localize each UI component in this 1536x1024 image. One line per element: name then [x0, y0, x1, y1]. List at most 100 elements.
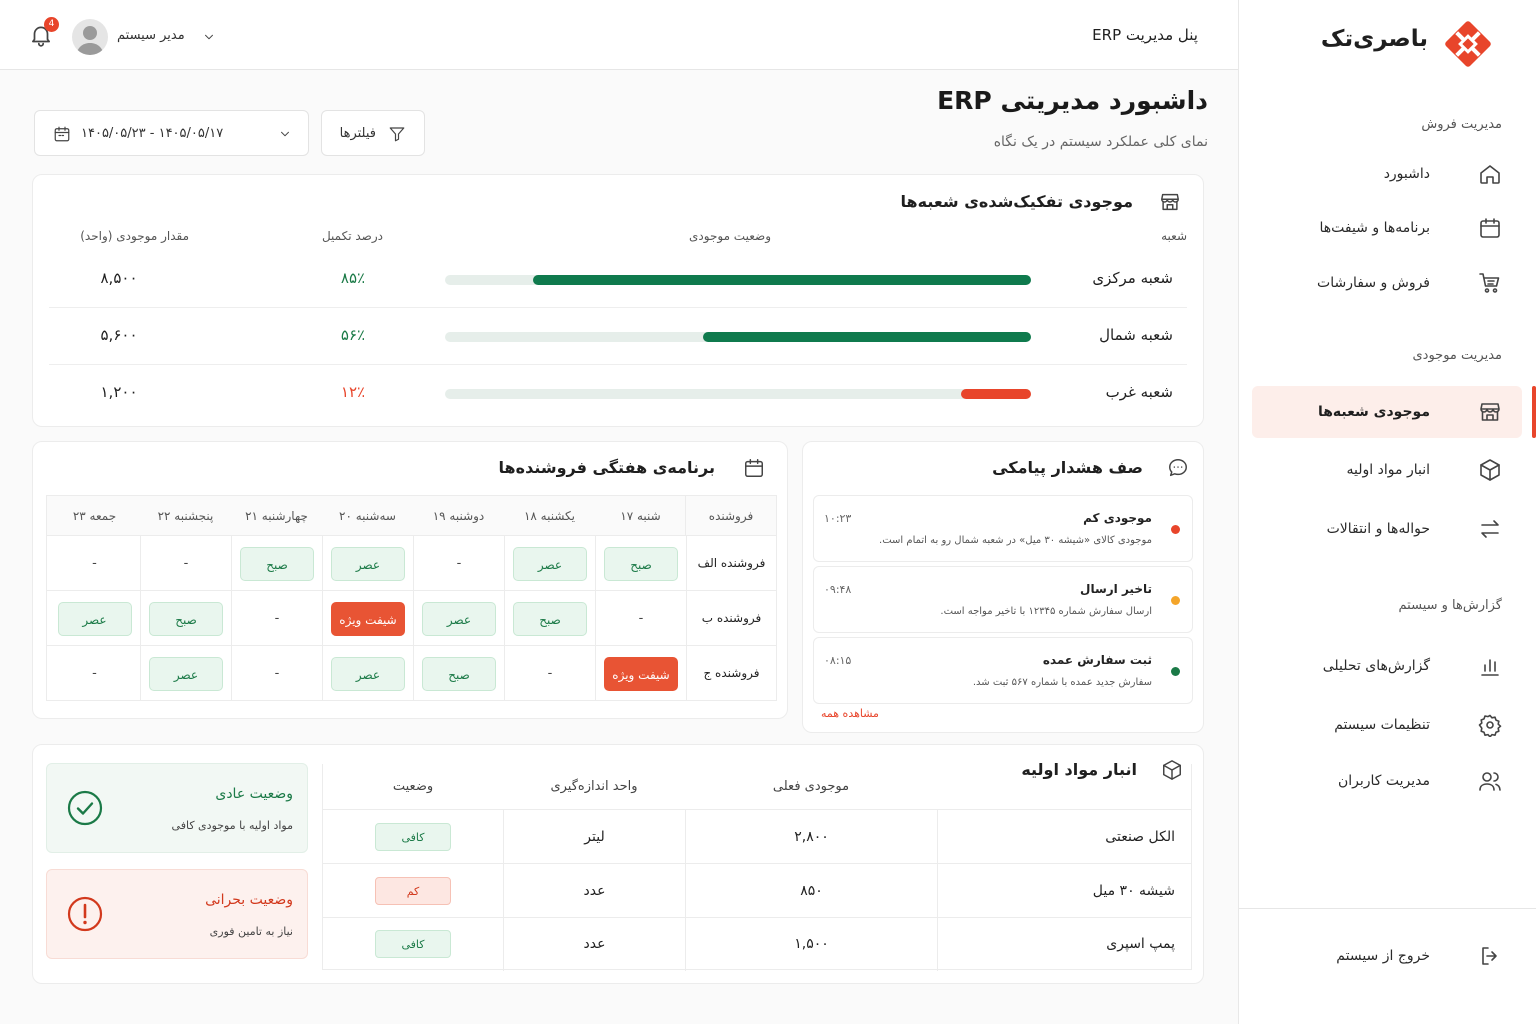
table-header-row: موجودی فعلی واحد اندازه‌گیری وضعیت [323, 764, 1191, 810]
sidebar: باصری‌تک مدیریت فروش داشبورد برنامه‌ها و… [1238, 0, 1536, 1024]
raw-materials-card: انبار مواد اولیه موجودی فعلی واحد اندازه‌… [32, 744, 1204, 984]
shift-badge[interactable]: صبح [149, 601, 223, 636]
filters-button[interactable]: فیلترها [321, 110, 425, 156]
user-name[interactable]: مدیر سیستم [117, 28, 185, 43]
schedule-cell: - [49, 646, 140, 701]
logout-button[interactable]: خروج از سیستم [1252, 930, 1522, 982]
stock-amount: ۵,۶۰۰ [100, 326, 138, 344]
sidebar-item-sales-orders[interactable]: فروش و سفارشات [1252, 257, 1522, 309]
sidebar-item-reports[interactable]: گزارش‌های تحلیلی [1252, 640, 1522, 692]
empty-shift: - [92, 666, 97, 681]
alert-status-dot [1171, 596, 1180, 605]
filters-label: فیلترها [339, 126, 376, 141]
view-all-link[interactable]: مشاهده همه [821, 707, 879, 720]
column-header: پنجشنبه ۲۲ [157, 509, 214, 523]
table-row: فروشنده ب - صبح عصر شیفت ویژه - صبح عصر [47, 591, 776, 646]
calendar-icon [54, 126, 70, 142]
table-cell: کافی [323, 917, 503, 971]
table-cell: عدد [503, 917, 685, 971]
check-circle-icon [67, 790, 103, 826]
sidebar-item-dashboard[interactable]: داشبورد [1252, 148, 1522, 200]
shift-badge[interactable]: صبح [240, 546, 314, 581]
calendar-icon [745, 459, 763, 477]
transfer-icon [1481, 520, 1499, 538]
sidebar-item-branch-inventory[interactable]: موجودی شعبه‌ها [1252, 386, 1536, 438]
material-unit: عدد [583, 882, 606, 899]
users-icon [1479, 772, 1501, 791]
schedule-cell: عصر [322, 536, 413, 591]
material-name: شیشه ۳۰ میل [1092, 882, 1175, 899]
branch-inventory-card: موجودی تفکیک‌شده‌ی شعبه‌ها شعبه وضعیت مو… [32, 174, 1204, 427]
alert-time: ۰۹:۴۸ [824, 583, 852, 596]
alert-status-dot [1171, 525, 1180, 534]
raw-materials-table: موجودی فعلی واحد اندازه‌گیری وضعیت الکل صنع… [322, 764, 1192, 971]
chevron-down-icon [281, 131, 289, 137]
shift-badge[interactable]: عصر [57, 601, 132, 636]
material-stock: ۲,۸۰۰ [794, 829, 829, 845]
vendor-name: فروشنده ج [686, 646, 776, 701]
box-icon [1480, 459, 1500, 481]
shift-badge[interactable]: عصر [513, 546, 587, 581]
status-card-desc: نیاز به تامین فوری [209, 925, 293, 938]
stock-progress-fill [532, 275, 1031, 285]
sidebar-item-label: برنامه‌ها و شیفت‌ها [1319, 220, 1430, 236]
table-row: الکل صنعتی ۲,۸۰۰ لیتر کافی [323, 810, 1191, 864]
alert-item[interactable]: موجودی کم موجودی کالای «شیشه ۳۰ میل» در ش… [813, 495, 1193, 562]
schedule-cell: عصر [322, 646, 413, 701]
alert-title: تاخیر ارسال [1080, 582, 1152, 596]
special-shift-badge[interactable]: شیفت ویژه [604, 656, 678, 691]
sidebar-item-schedules[interactable]: برنامه‌ها و شیفت‌ها [1252, 202, 1522, 254]
schedule-cell: عصر [49, 591, 140, 646]
schedule-cell: صبح [231, 536, 322, 591]
card-title: انبار مواد اولیه [1021, 760, 1137, 779]
schedule-cell: - [231, 591, 322, 646]
status-card-desc: مواد اولیه با موجودی کافی [171, 819, 293, 832]
panel-title: پنل مدیریت ERP [1092, 26, 1198, 44]
shift-badge[interactable]: عصر [331, 656, 405, 691]
sidebar-item-label: داشبورد [1383, 166, 1430, 182]
schedule-cell: صبح [413, 646, 504, 701]
vendor-name: فروشنده ب [686, 591, 776, 646]
sms-alert-queue-card: صف هشدار پیامکی موجودی کم موجودی کالای «ش… [802, 441, 1204, 733]
alert-item[interactable]: ثبت سفارش عمده سفارش جدید عمده با شماره ۵… [813, 637, 1193, 704]
completion-percent: ۸۵٪ [340, 269, 366, 287]
chevron-down-icon[interactable] [202, 30, 216, 44]
special-shift-badge[interactable]: شیفت ویژه [331, 601, 405, 636]
material-name: پمپ اسپری [1106, 936, 1175, 952]
notifications-button[interactable]: 4 [26, 17, 59, 50]
sidebar-item-users[interactable]: مدیریت کاربران [1252, 755, 1522, 807]
shift-badge[interactable]: عصر [331, 546, 405, 581]
schedule-cell: شیفت ویژه [595, 646, 686, 701]
alert-message: موجودی کالای «شیشه ۳۰ میل» در شعبه شمال … [879, 535, 1152, 546]
empty-shift: - [274, 666, 280, 681]
table-row: فروشنده ج شیفت ویژه - صبح عصر - عصر - [47, 646, 776, 701]
cart-icon [1479, 273, 1500, 293]
shift-badge[interactable]: صبح [604, 546, 678, 581]
schedule-cell: صبح [595, 536, 686, 591]
shift-badge[interactable]: عصر [422, 601, 496, 636]
sidebar-item-raw-materials[interactable]: انبار مواد اولیه [1252, 444, 1522, 496]
schedule-cell: صبح [140, 591, 231, 646]
status-badge: کافی [375, 823, 451, 851]
schedule-cell: صبح [504, 591, 595, 646]
empty-shift: - [92, 556, 97, 571]
empty-shift: - [456, 556, 462, 571]
sidebar-item-transfers[interactable]: حواله‌ها و انتقالات [1252, 503, 1522, 555]
alert-circle-icon [67, 896, 103, 932]
logout-label: خروج از سیستم [1336, 948, 1430, 964]
shift-badge[interactable]: صبح [513, 601, 587, 636]
home-icon [1480, 165, 1500, 184]
alert-status-dot [1171, 667, 1180, 676]
schedule-cell: عصر [413, 591, 504, 646]
date-range-picker[interactable]: ۱۴۰۵/۰۵/۱۷ - ۱۴۰۵/۰۵/۲۳ [34, 110, 309, 156]
avatar[interactable] [72, 19, 108, 55]
empty-shift: - [183, 556, 189, 571]
column-header: یکشنبه ۱۸ [523, 509, 576, 523]
sidebar-item-settings[interactable]: تنظیمات سیستم [1252, 699, 1522, 751]
vendor-name: فروشنده الف [686, 536, 776, 591]
card-title: برنامه‌ی هفتگی فروشنده‌ها [498, 458, 715, 477]
shift-badge[interactable]: عصر [149, 656, 223, 691]
alert-title: موجودی کم [1083, 511, 1152, 525]
alert-item[interactable]: تاخیر ارسال ارسال سفارش شماره ۱۲۳۴۵ با تا… [813, 566, 1193, 633]
shift-badge[interactable]: صبح [422, 656, 496, 691]
